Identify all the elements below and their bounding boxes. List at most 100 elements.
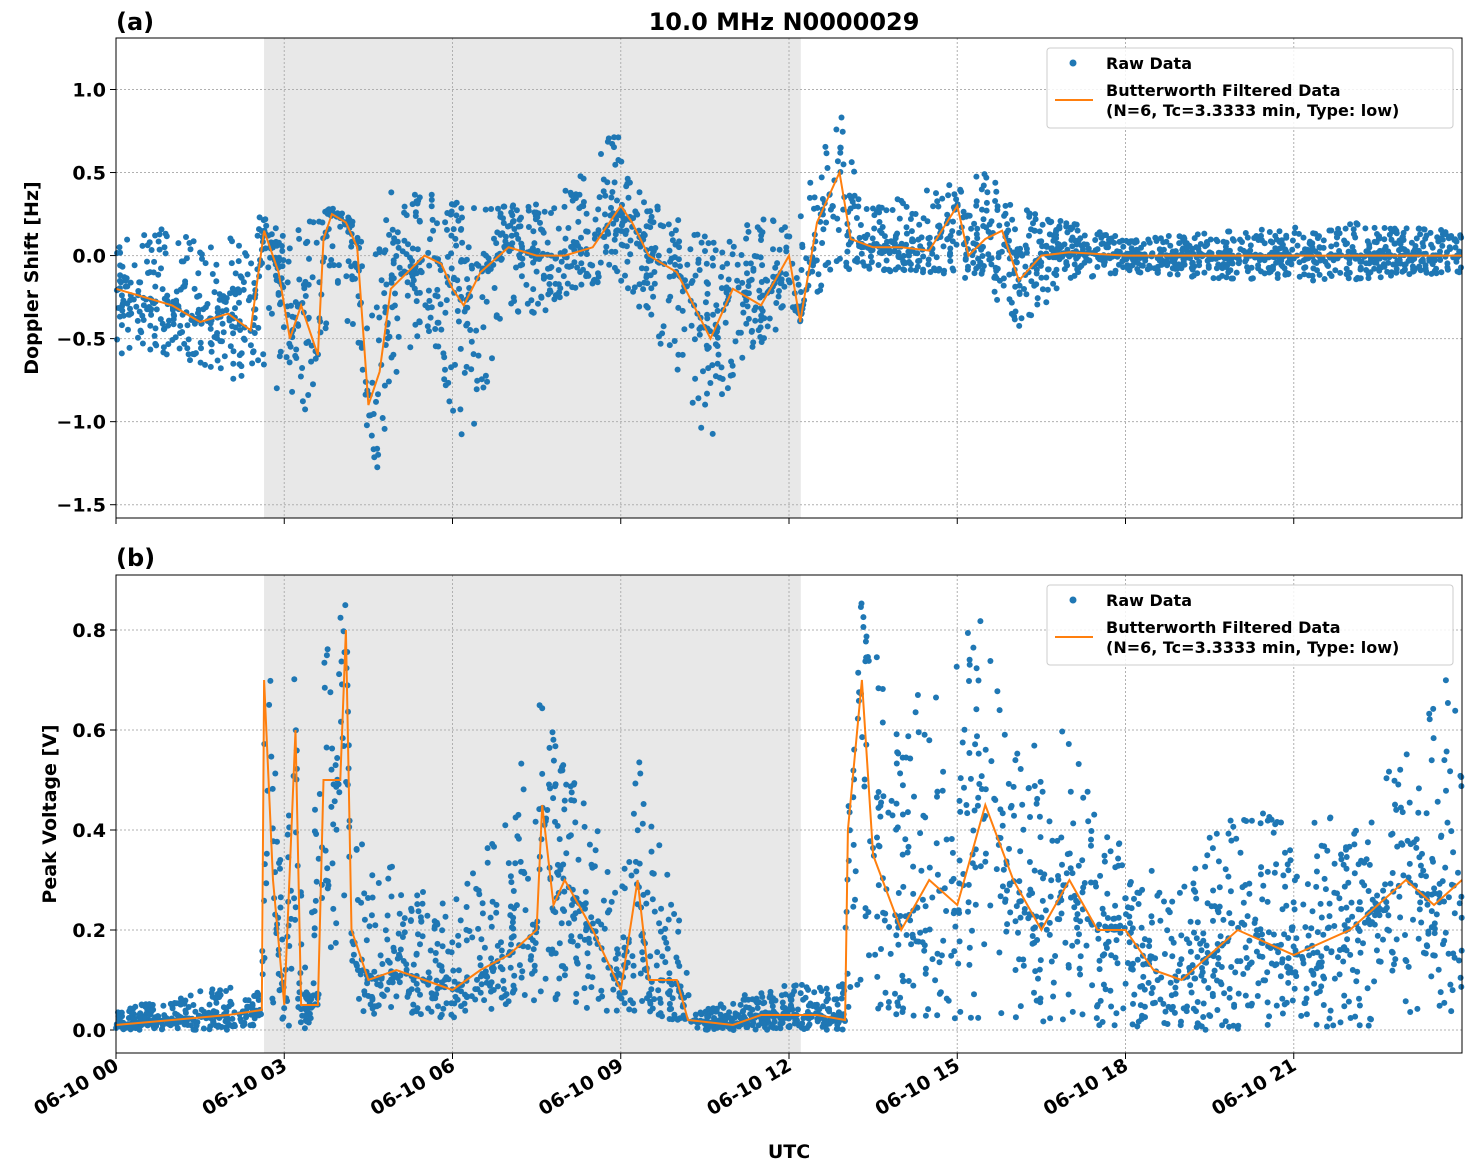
raw-data-point	[185, 336, 192, 343]
raw-data-point	[894, 999, 901, 1006]
raw-data-point	[606, 907, 613, 914]
raw-data-point	[1100, 981, 1107, 988]
raw-data-point	[955, 960, 962, 967]
raw-data-point	[883, 207, 890, 214]
raw-data-point	[566, 263, 573, 270]
raw-data-point	[549, 729, 556, 736]
raw-data-point	[483, 298, 490, 305]
raw-data-point	[127, 297, 134, 304]
raw-data-point	[1096, 921, 1103, 928]
raw-data-point	[922, 903, 929, 910]
raw-data-point	[740, 996, 747, 1003]
raw-data-point	[214, 330, 221, 336]
raw-data-point	[1301, 271, 1308, 278]
raw-data-point	[1337, 269, 1344, 276]
raw-data-point	[857, 976, 864, 983]
raw-data-point	[907, 216, 914, 222]
raw-data-point	[118, 292, 125, 299]
raw-data-point	[136, 308, 143, 315]
raw-data-point	[551, 205, 558, 212]
panel-a-label: (a)	[116, 8, 154, 36]
raw-data-point	[1130, 1000, 1136, 1007]
raw-data-point	[609, 189, 616, 195]
raw-data-point	[1120, 243, 1127, 250]
raw-data-point	[437, 1014, 444, 1021]
raw-data-point	[982, 858, 989, 865]
raw-data-point	[1457, 974, 1464, 981]
raw-data-point	[703, 279, 710, 286]
raw-data-point	[1029, 933, 1036, 939]
raw-data-point	[1115, 862, 1122, 869]
raw-data-point	[427, 314, 434, 321]
raw-data-point	[1016, 322, 1023, 329]
raw-data-point	[1084, 788, 1091, 795]
raw-data-point	[580, 266, 586, 273]
raw-data-point	[1081, 232, 1088, 239]
raw-data-point	[330, 781, 337, 788]
raw-data-point	[760, 1000, 767, 1007]
raw-data-point	[1195, 245, 1202, 252]
raw-data-point	[185, 351, 192, 358]
raw-data-point	[1077, 971, 1084, 978]
raw-data-point	[915, 729, 922, 736]
raw-data-point	[331, 798, 338, 805]
raw-data-point	[745, 283, 752, 289]
raw-data-point	[533, 201, 539, 208]
raw-data-point	[639, 820, 646, 827]
raw-data-point	[667, 258, 674, 265]
raw-data-point	[463, 937, 470, 944]
raw-data-point	[230, 360, 237, 367]
raw-data-point	[1108, 1003, 1115, 1010]
raw-data-point	[498, 947, 505, 954]
raw-data-point	[247, 1022, 254, 1029]
raw-data-point	[1069, 870, 1076, 877]
raw-data-point	[563, 781, 570, 788]
raw-data-point	[139, 242, 146, 249]
raw-data-point	[517, 858, 524, 865]
raw-data-point	[710, 239, 717, 246]
raw-data-point	[511, 972, 518, 979]
raw-data-point	[1309, 272, 1316, 279]
raw-data-point	[1403, 958, 1410, 965]
raw-data-point	[427, 947, 434, 954]
raw-data-point	[611, 236, 618, 243]
raw-data-point	[819, 196, 826, 202]
raw-data-point	[1116, 840, 1123, 847]
raw-data-point	[885, 266, 892, 273]
raw-data-point	[1240, 899, 1247, 906]
raw-data-point	[1242, 944, 1249, 951]
raw-data-point	[705, 344, 712, 351]
raw-data-point	[248, 260, 255, 267]
raw-data-point	[323, 744, 330, 751]
raw-data-point	[656, 920, 663, 927]
raw-data-point	[782, 991, 789, 998]
raw-data-point	[237, 327, 244, 333]
raw-data-point	[1331, 860, 1338, 867]
raw-data-point	[1343, 854, 1350, 860]
raw-data-point	[390, 239, 397, 246]
raw-data-point	[588, 914, 595, 921]
raw-data-point	[1298, 1012, 1305, 1019]
raw-data-point	[455, 318, 462, 325]
raw-data-point	[971, 220, 978, 227]
raw-data-point	[1285, 979, 1292, 986]
raw-data-point	[1075, 862, 1082, 869]
raw-data-point	[1391, 961, 1397, 968]
raw-data-point	[1333, 241, 1340, 248]
raw-data-point	[1332, 267, 1339, 274]
raw-data-point	[1099, 1019, 1106, 1025]
raw-data-point	[1100, 910, 1107, 917]
raw-data-point	[382, 304, 389, 311]
raw-data-point	[636, 303, 643, 310]
raw-data-point	[1303, 1011, 1310, 1018]
raw-data-point	[1005, 780, 1012, 787]
raw-data-point	[230, 348, 237, 355]
raw-data-point	[210, 1019, 217, 1025]
raw-data-point	[915, 258, 922, 265]
raw-data-point	[400, 921, 406, 928]
raw-data-point	[1017, 848, 1024, 855]
raw-data-point	[206, 1001, 213, 1008]
raw-data-point	[647, 208, 654, 215]
raw-data-point	[569, 284, 576, 291]
raw-data-point	[311, 932, 318, 939]
